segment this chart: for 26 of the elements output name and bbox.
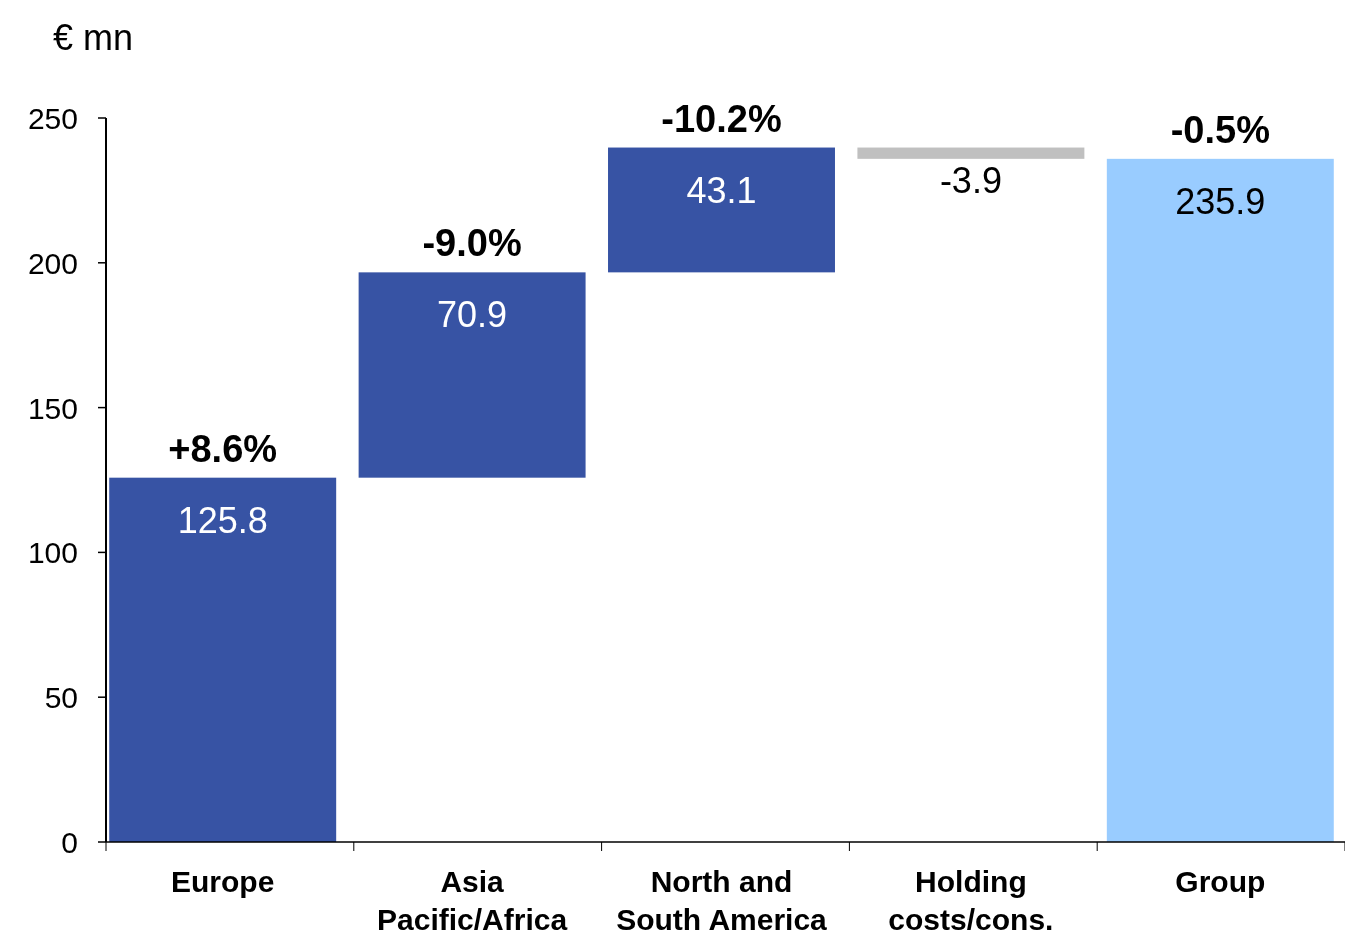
annotation: -10.2%: [661, 97, 782, 140]
data-label: 235.9: [1175, 180, 1266, 222]
y-axis-title: € mn: [53, 17, 134, 58]
data-label: 43.1: [686, 169, 757, 211]
annotation: +8.6%: [168, 427, 278, 470]
x-tick-label: Asia Pacific/Africa: [377, 865, 568, 936]
bar: [109, 477, 337, 842]
y-tick-label: 250: [27, 102, 78, 135]
bar: [608, 147, 835, 273]
annotation: -9.0%: [422, 222, 522, 265]
x-tick-label: Group: [1175, 865, 1266, 898]
x-tick-label: North and South America: [616, 865, 828, 936]
y-tick-label: 200: [27, 246, 78, 280]
x-tick-label: Holding costs/cons.: [888, 865, 1054, 936]
y-tick-label: 50: [44, 681, 78, 715]
y-tick-label: 100: [27, 536, 78, 570]
data-label: 70.9: [437, 294, 508, 336]
data-label: 125.8: [177, 499, 268, 541]
y-tick-label: 150: [27, 391, 78, 425]
x-tick-label: Europe: [171, 865, 275, 898]
bar: [358, 272, 586, 478]
annotation: -0.5%: [1170, 108, 1270, 151]
bar: [1106, 158, 1334, 842]
data-label: -3.9: [939, 159, 1002, 201]
y-tick-label: 0: [61, 826, 78, 859]
bar: [857, 147, 1085, 159]
